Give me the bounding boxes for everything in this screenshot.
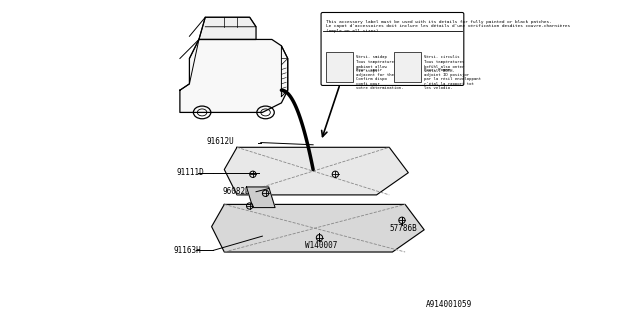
Text: W140007: W140007 (305, 241, 337, 250)
Polygon shape (199, 17, 256, 39)
Bar (326, 52, 353, 82)
Polygon shape (180, 39, 288, 112)
Polygon shape (246, 187, 275, 208)
Bar (394, 52, 421, 82)
Text: 91111D: 91111D (177, 168, 204, 177)
Text: Vérsi. circulis
Tous températures
befühl also onter
install BOTH.: Vérsi. circulis Tous températures befühl… (424, 55, 465, 73)
Text: A914001059: A914001059 (426, 300, 472, 309)
Text: Vérsi. smidap
Tous températures
ambiant allow
fin stops.: Vérsi. smidap Tous températures ambiant … (356, 55, 396, 73)
Polygon shape (212, 204, 424, 252)
Text: Pour: Pomme
adjoint ID posisjor
par la résil enveloppant
r'étal la rapport tot
l: Pour: Pomme adjoint ID posisjor par la r… (424, 68, 481, 91)
Text: 91612U: 91612U (207, 137, 235, 147)
FancyBboxPatch shape (321, 12, 464, 85)
Polygon shape (224, 147, 408, 195)
Text: 57786B: 57786B (389, 224, 417, 233)
Text: 96082D: 96082D (223, 187, 250, 196)
Text: This accessory label must be used with its details for fully painted or black pa: This accessory label must be used with i… (326, 20, 570, 33)
Text: 91163H: 91163H (173, 246, 202, 255)
Text: Pour: smoir
adjacent for the door.
Confirm dispo
confi pour
votre détermination.: Pour: smoir adjacent for the door. Confi… (356, 68, 408, 91)
